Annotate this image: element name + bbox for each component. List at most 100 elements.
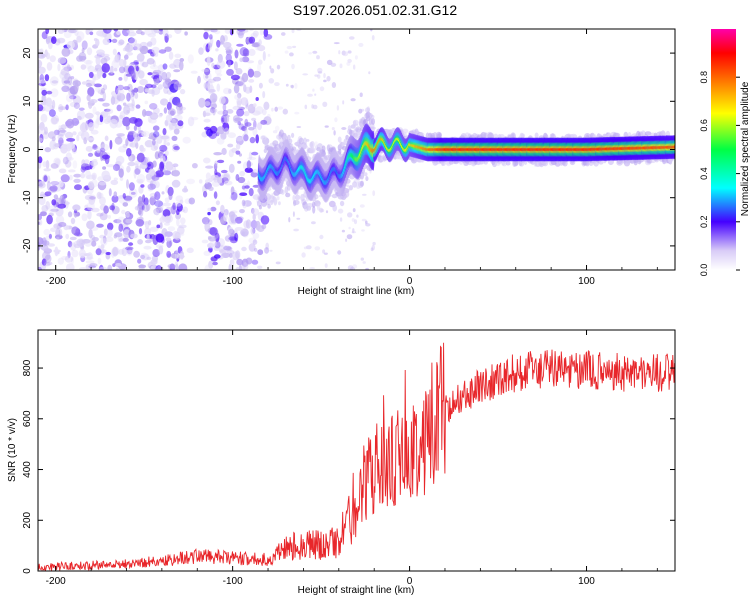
spectrogram-cell [261,135,266,140]
spectrogram-cell [276,196,280,201]
spectrogram-cell [90,129,99,135]
spectrogram-cell [112,263,116,267]
spectrogram-cell [100,238,108,246]
spectrogram-cell [165,161,174,172]
spectrogram-cell [229,259,235,266]
spectrogram-cell [139,78,148,86]
spectrogram-cell [66,263,75,270]
spectrogram-cell [121,209,126,215]
spectrogram-cell [314,141,318,145]
spectrogram-cell [235,150,241,155]
spectrogram-cell [339,217,343,222]
spectrogram-cell [117,216,126,226]
spectrogram-cell [152,125,160,131]
spectrogram-cell [72,160,78,169]
y-tick-label: 0 [22,146,33,152]
spectrogram-cell [119,58,125,67]
spectrogram-cell [84,112,94,119]
spectrogram-cell [208,236,217,242]
spectrogram-cell [221,169,228,174]
spectrogram-cell [62,156,69,165]
spectrogram-cell [50,163,59,169]
spectrogram-cell [167,263,176,269]
spectrogram-cell [167,186,174,197]
spectrogram-cell [248,48,256,57]
spectrogram-cell [140,252,149,261]
spectrogram-x-label: Height of straight line (km) [298,286,415,297]
spectrogram-cell [190,70,198,74]
spectrogram-cell [123,86,130,91]
spectrogram-cell [97,257,102,265]
spectrogram-cell [148,220,152,226]
spectrogram-cell [38,66,46,74]
spectrogram-cell [130,233,138,239]
spectrogram-cell [291,132,295,138]
spectrogram-cell [113,177,118,181]
spectrogram-cell [97,176,104,182]
spectrogram-cell [46,214,53,225]
spectrogram-cell [158,49,167,54]
spectrogram-cell [97,245,102,249]
spectrogram-cell [217,176,223,184]
spectrogram-cell [159,161,165,172]
spectrogram-cell [78,248,86,259]
spectrogram-cell [125,125,130,131]
spectrogram-cell [365,223,371,227]
spectrogram-cell [166,142,170,146]
spectrogram-cell [241,133,249,142]
spectrogram-cell [72,204,81,211]
spectrogram-cell [171,118,177,127]
spectrogram-cell [148,132,156,140]
spectrogram-cell [365,176,369,182]
spectrogram-cell [116,155,125,165]
spectrogram-cell [69,174,73,181]
spectrogram-cell [247,156,257,161]
spectrogram-cell [314,74,319,77]
spectrogram-cell [102,102,110,107]
spectrogram-cell [251,208,260,216]
spectrogram-cell [291,29,295,34]
spectrogram-cell [210,206,217,212]
spectrogram-cell [40,113,48,123]
spectrogram-cell [173,69,181,73]
spectrogram-cell [313,194,319,200]
spectrogram-cell [251,207,255,214]
spectrogram-cell [81,213,88,222]
spectrogram-cell [349,130,355,138]
spectrogram-cell [101,63,111,73]
y-tick-label: -10 [22,190,33,205]
spectrogram-cell [136,53,145,62]
spectrogram-cell [115,263,122,267]
spectrogram-cell [141,61,149,68]
spectrogram-cell [65,233,70,240]
spectrogram-cell [117,92,122,102]
spectrogram-cell [226,68,234,76]
spectrogram-cell [257,122,262,131]
spectrogram-cell [168,51,174,60]
spectrogram-cell [243,111,250,117]
colorbar-gradient [711,29,736,270]
spectrogram-cell [85,120,89,131]
spectrogram-cell [107,264,113,270]
spectrogram-cell [211,62,215,69]
spectrogram-cell [44,254,52,263]
spectrogram-cell [154,191,161,201]
y-tick-label: 400 [22,461,33,478]
spectrogram-cell [77,131,85,137]
spectrogram-cell [358,42,364,47]
spectrogram-cell [134,118,143,127]
spectrogram-cell [57,203,66,209]
spectrogram-cell [88,71,94,79]
spectrogram-cell [285,192,291,198]
x-tick-label: -200 [46,276,66,287]
spectrogram-cell [282,108,288,115]
spectrogram-cell [269,249,273,252]
spectrogram-cell [177,253,185,260]
spectrogram-cell [336,105,340,111]
spectrogram-cell [116,93,126,102]
spectrogram-cell [201,239,209,244]
figure-title: S197.2026.051.02.31.G12 [293,2,457,18]
spectrogram-cell [252,232,260,239]
spectrogram-cell [63,30,72,39]
spectrogram-cell [158,29,164,32]
